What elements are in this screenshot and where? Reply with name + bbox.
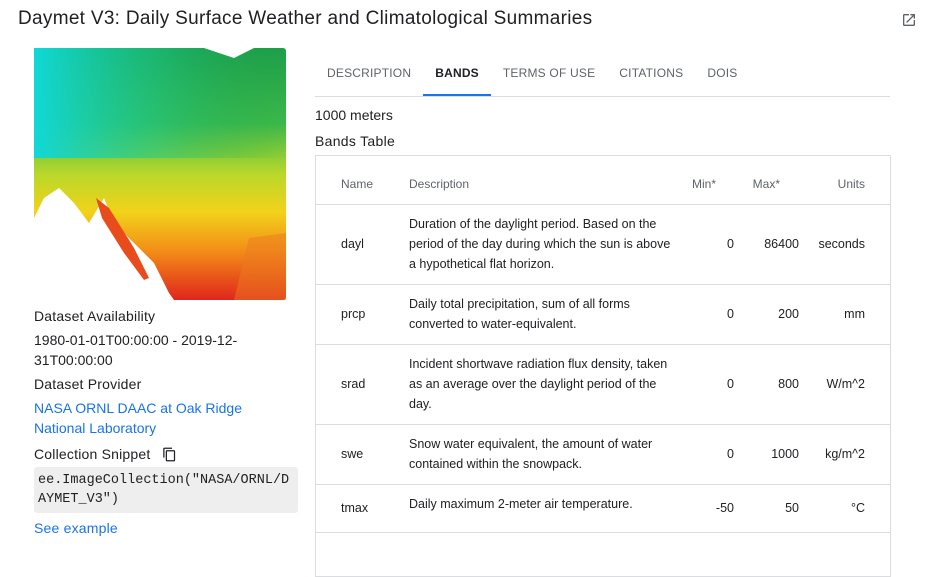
cell-value: 0	[727, 237, 734, 251]
cell-value: °C	[850, 501, 865, 515]
availability-value: 1980-01-01T00:00:00 - 2019-12-31T00:00:0…	[34, 332, 238, 368]
row-divider	[316, 344, 890, 345]
cell-name: dayl	[341, 237, 364, 251]
tab[interactable]: DESCRIPTION	[327, 66, 412, 80]
column-header: Description	[409, 177, 470, 191]
cell-value: 0	[727, 307, 734, 321]
tab[interactable]: DOIS	[707, 66, 738, 80]
cell-description: Daily total precipitation, sum of all fo…	[409, 297, 630, 331]
snippet-label: Collection Snippet	[34, 446, 151, 462]
cell-value: kg/m^2	[825, 447, 865, 461]
row-divider	[316, 204, 890, 205]
cell-name: swe	[341, 447, 364, 461]
open-external-icon[interactable]	[901, 12, 917, 28]
tab[interactable]: TERMS OF USE	[502, 66, 596, 80]
column-header: Units	[837, 177, 865, 191]
cell-value: seconds	[818, 237, 865, 251]
code-snippet: ee.ImageCollection("NASA/ORNL/DAYMET_V3"…	[34, 467, 298, 513]
cell-name: prcp	[341, 307, 366, 321]
cell-description: Snow water equivalent, the amount of wat…	[409, 437, 653, 471]
cell-value: W/m^2	[826, 377, 865, 391]
cell-value: mm	[844, 307, 865, 321]
column-header: Max*	[752, 177, 780, 191]
cell-value: 50	[785, 501, 799, 515]
cell-value: 0	[727, 447, 734, 461]
tab-divider	[315, 96, 890, 97]
column-header: Min*	[691, 177, 716, 191]
copy-icon[interactable]	[162, 447, 177, 462]
see-example-link[interactable]: See example	[34, 520, 118, 536]
cell-value: 800	[778, 377, 799, 391]
cell-description: Duration of the daylight period. Based o…	[409, 217, 671, 271]
row-divider	[316, 484, 890, 485]
bands-table: Name Description Min* Max* Units Duration of …	[315, 155, 891, 577]
page-title: Daymet V3: Daily Surface Weather and Cli…	[18, 8, 593, 29]
cell-value: 1000	[771, 447, 799, 461]
cell-value: -50	[715, 501, 734, 515]
page: Daymet V3: Daily Surface Weather and Cli…	[18, 8, 917, 577]
row-divider	[316, 424, 890, 425]
cell-description: Incident shortwave radiation flux densit…	[409, 357, 668, 411]
resolution: 1000 meters	[315, 107, 393, 123]
row-divider	[316, 532, 890, 533]
cell-value: 0	[727, 377, 734, 391]
provider-label: Dataset Provider	[34, 376, 142, 392]
tab[interactable]: CITATIONS	[619, 66, 684, 80]
active-tab-indicator	[423, 94, 491, 96]
tab[interactable]: BANDS	[435, 66, 479, 80]
cell-name: srad	[341, 377, 366, 391]
row-divider	[316, 284, 890, 285]
dataset-thumbnail	[34, 48, 286, 300]
column-header: Name	[341, 177, 374, 191]
cell-description: Daily maximum 2-meter air temperature.	[409, 497, 633, 511]
availability-label: Dataset Availability	[34, 308, 156, 324]
table-title: Bands Table	[315, 133, 396, 149]
cell-value: 86400	[764, 237, 799, 251]
cell-value: 200	[778, 307, 799, 321]
cell-name: tmax	[341, 501, 369, 515]
provider-link[interactable]: NASA ORNL DAAC at Oak Ridge National Lab…	[34, 400, 243, 436]
